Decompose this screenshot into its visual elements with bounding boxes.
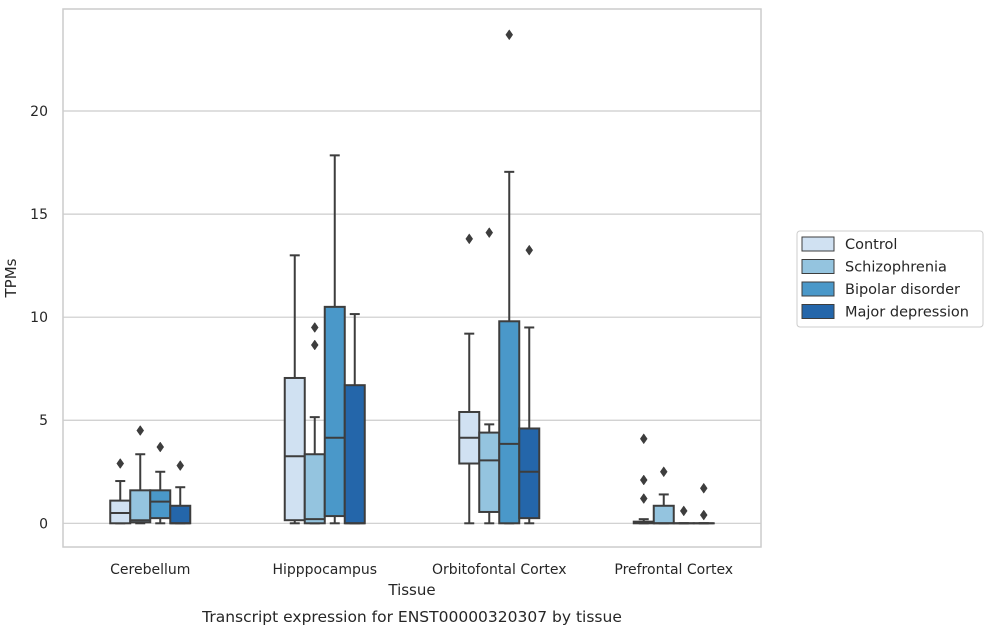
- box-major-depression: [343, 313, 366, 525]
- x-tick-label: Hipppocampus: [272, 562, 377, 578]
- legend-swatch: [801, 304, 835, 319]
- x-axis-ticks: Cerebellum Hipppocampus Orbitofontal Corte…: [110, 562, 733, 578]
- legend-swatch: [801, 259, 835, 274]
- outlier-point: [310, 322, 319, 333]
- outlier-point: [505, 29, 514, 41]
- outlier-point: [465, 233, 474, 245]
- x-tick-label: Orbitofontal Cortex: [432, 562, 567, 578]
- outlier-point: [310, 339, 319, 351]
- box-body: [518, 427, 541, 520]
- legend-label: Bipolar disorder: [845, 282, 960, 298]
- plot-area: [62, 8, 762, 548]
- outlier-point: [699, 482, 708, 494]
- legend-label: Control: [845, 237, 897, 253]
- box-bipolar-disorder: [149, 441, 172, 525]
- outlier-point: [699, 509, 708, 521]
- gridlines: [63, 110, 761, 524]
- box-body: [169, 504, 192, 525]
- box-schizophrenia: [303, 322, 326, 525]
- outlier-point: [176, 460, 185, 472]
- legend-label: Schizophrenia: [845, 260, 947, 276]
- box-body: [149, 489, 172, 520]
- outlier-point: [116, 458, 125, 469]
- box-schizophrenia: [129, 425, 152, 525]
- box-body: [283, 376, 306, 522]
- box-control: [632, 433, 655, 525]
- chart-caption: Transcript expression for ENST0000032030…: [201, 608, 622, 626]
- outlier-point: [156, 441, 165, 453]
- y-tick-label: 15: [30, 207, 48, 223]
- legend-swatch: [801, 236, 835, 252]
- y-tick-label: 10: [30, 310, 48, 326]
- y-tick-label: 20: [30, 104, 48, 120]
- box-schizophrenia: [652, 466, 675, 525]
- legend-frame: [796, 230, 984, 328]
- box-control: [283, 254, 306, 525]
- box-schizophrenia: [478, 227, 501, 525]
- box-control: [109, 458, 132, 525]
- box-body: [109, 499, 132, 525]
- box-major-depression: [692, 482, 715, 525]
- outlier-point: [679, 505, 688, 517]
- box-control: [458, 233, 481, 525]
- box-body: [652, 504, 675, 525]
- box-bipolar-disorder: [323, 154, 346, 525]
- box-major-depression: [518, 244, 541, 525]
- y-axis-label: TPMs: [2, 258, 20, 298]
- outlier-point: [639, 433, 648, 445]
- y-axis-ticks: 0 5 10 15 20: [30, 104, 48, 532]
- y-tick-label: 0: [39, 516, 48, 532]
- outlier-point: [485, 227, 494, 239]
- legend-swatch: [801, 281, 835, 297]
- box-body: [478, 431, 501, 513]
- legend-label: Major depression: [845, 305, 969, 321]
- outlier-point: [659, 466, 668, 478]
- x-tick-label: Cerebellum: [110, 562, 190, 578]
- outlier-point: [639, 493, 648, 504]
- outlier-point: [525, 244, 534, 256]
- x-tick-label: Prefrontal Cortex: [614, 562, 733, 578]
- boxplots: [109, 29, 715, 525]
- box-body: [498, 320, 521, 525]
- box-bipolar-disorder: [498, 29, 521, 525]
- outlier-point: [136, 425, 145, 436]
- box-body: [129, 489, 152, 524]
- box-body: [323, 305, 346, 518]
- box-body: [303, 453, 326, 525]
- box-bipolar-disorder: [672, 505, 695, 525]
- outlier-point: [639, 474, 648, 486]
- box-major-depression: [169, 460, 192, 525]
- y-tick-label: 5: [39, 413, 48, 429]
- box-body: [343, 384, 366, 525]
- legend: Control Schizophrenia Bipolar disorder Majo…: [796, 230, 984, 328]
- x-axis-label: Tissue: [387, 581, 435, 599]
